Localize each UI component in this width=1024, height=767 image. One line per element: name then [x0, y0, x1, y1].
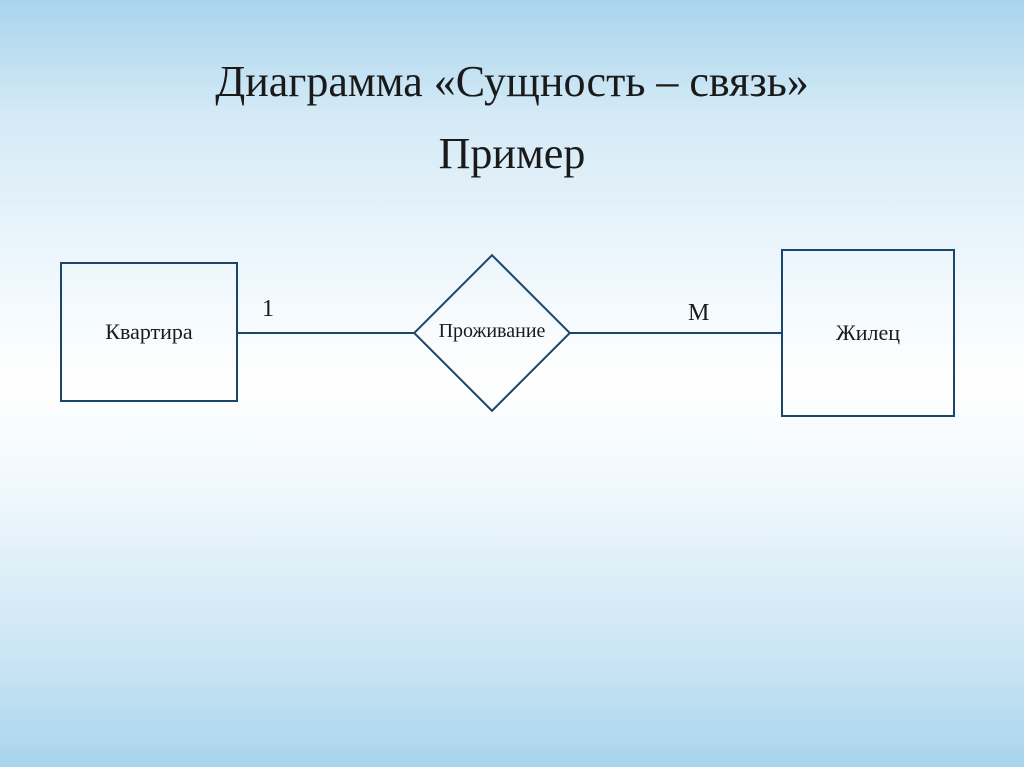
diagram-subtitle: Пример [0, 128, 1024, 179]
entity-right-box: Жилец [781, 249, 955, 417]
entity-left-label: Квартира [105, 319, 192, 345]
connector-right-line [570, 332, 781, 334]
subtitle-text: Пример [439, 129, 586, 178]
entity-left-box: Квартира [60, 262, 238, 402]
cardinality-right: М [688, 300, 709, 327]
relationship-label: Проживание [432, 320, 552, 343]
connector-left-line [238, 332, 414, 334]
diagram-title: Диаграмма «Сущность – связь» [0, 56, 1024, 107]
title-text: Диаграмма «Сущность – связь» [215, 57, 809, 106]
entity-right-label: Жилец [836, 320, 900, 346]
cardinality-left: 1 [262, 296, 274, 323]
